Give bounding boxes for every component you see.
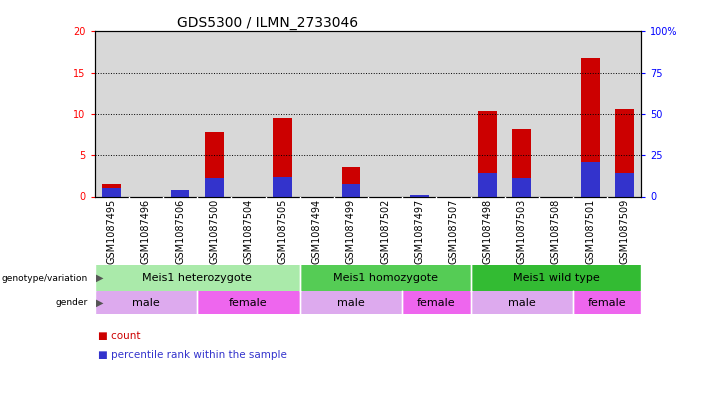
Bar [573, 31, 607, 196]
Text: GSM1087495: GSM1087495 [107, 198, 117, 264]
Bar [470, 31, 505, 196]
Bar [273, 118, 292, 196]
Bar [478, 111, 497, 196]
Bar [580, 58, 599, 196]
Bar [539, 31, 573, 196]
Bar [341, 184, 360, 196]
Text: Meis1 homozygote: Meis1 homozygote [332, 273, 437, 283]
Bar [300, 31, 334, 196]
Bar [478, 173, 497, 196]
Text: GSM1087501: GSM1087501 [585, 198, 595, 264]
Text: male: male [132, 298, 160, 308]
Bar [170, 190, 189, 196]
Text: GSM1087506: GSM1087506 [175, 198, 185, 264]
Bar [95, 31, 129, 196]
Bar [334, 31, 368, 196]
Bar [231, 31, 266, 196]
Bar [129, 31, 163, 196]
Bar [436, 31, 470, 196]
Bar [205, 132, 224, 196]
Text: Meis1 heterozygote: Meis1 heterozygote [142, 273, 252, 283]
Text: ▶: ▶ [96, 298, 104, 308]
Bar [266, 31, 300, 196]
Text: GSM1087498: GSM1087498 [482, 198, 493, 264]
Text: GSM1087496: GSM1087496 [141, 198, 151, 264]
Text: GSM1087507: GSM1087507 [449, 198, 458, 264]
Text: gender: gender [55, 298, 88, 307]
Text: female: female [588, 298, 627, 308]
Text: ■ count: ■ count [98, 331, 141, 341]
Bar [607, 31, 641, 196]
Text: genotype/variation: genotype/variation [1, 274, 88, 283]
Text: GSM1087508: GSM1087508 [551, 198, 561, 264]
Bar [368, 31, 402, 196]
Bar [410, 195, 429, 196]
Text: GDS5300 / ILMN_2733046: GDS5300 / ILMN_2733046 [177, 17, 358, 30]
Text: GSM1087509: GSM1087509 [619, 198, 629, 264]
Bar [163, 31, 197, 196]
Bar [341, 167, 360, 196]
Text: male: male [337, 298, 365, 308]
Bar [197, 31, 231, 196]
Bar [273, 177, 292, 196]
Text: GSM1087504: GSM1087504 [243, 198, 254, 264]
Bar [512, 178, 531, 196]
Bar [402, 31, 436, 196]
Bar [505, 31, 539, 196]
Bar [512, 129, 531, 196]
Bar [615, 109, 634, 196]
Text: GSM1087499: GSM1087499 [346, 198, 356, 264]
Text: GSM1087503: GSM1087503 [517, 198, 527, 264]
Bar [205, 178, 224, 196]
Text: GSM1087494: GSM1087494 [312, 198, 322, 264]
Text: ■ percentile rank within the sample: ■ percentile rank within the sample [98, 350, 287, 360]
Text: female: female [229, 298, 268, 308]
Bar [102, 184, 121, 196]
Bar [615, 173, 634, 196]
Text: Meis1 wild type: Meis1 wild type [512, 273, 599, 283]
Text: GSM1087497: GSM1087497 [414, 198, 424, 264]
Text: GSM1087500: GSM1087500 [209, 198, 219, 264]
Text: GSM1087502: GSM1087502 [380, 198, 390, 264]
Text: female: female [417, 298, 456, 308]
Text: ▶: ▶ [96, 273, 104, 283]
Text: GSM1087505: GSM1087505 [278, 198, 287, 264]
Bar [102, 188, 121, 196]
Bar [580, 162, 599, 196]
Text: male: male [508, 298, 536, 308]
